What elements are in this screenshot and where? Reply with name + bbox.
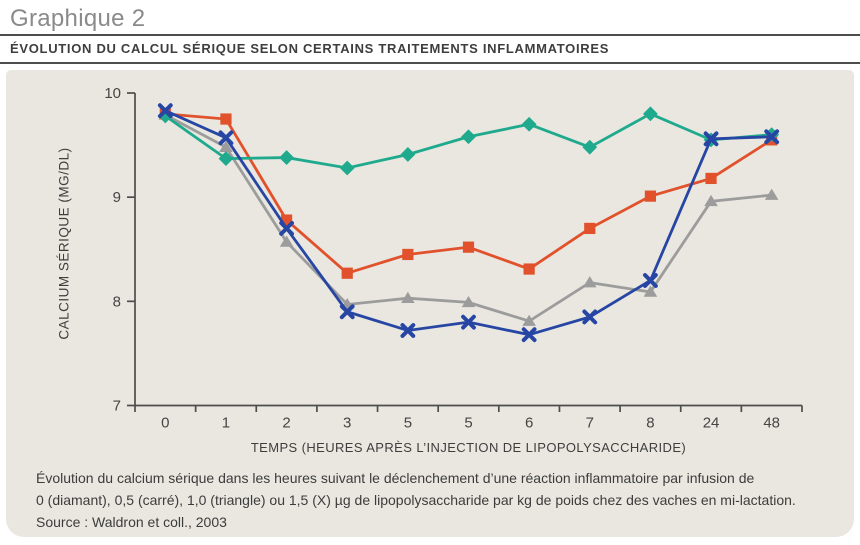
line-chart: 10 9 8 7 0 1 2 3 5 5 6 7 8 24 48 xyxy=(104,85,803,432)
marker-triangle xyxy=(219,140,233,152)
figure-number: Graphique 2 xyxy=(10,5,146,32)
caption-line-2: 0 (diamant), 0,5 (carré), 1,0 (triangle)… xyxy=(36,492,796,508)
caption-source: Source : Waldron et coll., 2003 xyxy=(36,514,227,530)
marker-square xyxy=(705,172,717,185)
marker-diamond xyxy=(339,160,355,176)
marker-diamond xyxy=(400,147,416,162)
marker-square xyxy=(584,222,596,235)
x-axis-title: TEMPS (HEURES APRÈS L’INJECTION DE LIPOP… xyxy=(250,440,687,455)
divider-under-figure-number xyxy=(0,34,860,36)
figure-title: ÉVOLUTION DU CALCUL SÉRIQUE SELON CERTAI… xyxy=(10,41,610,56)
x-tick-label: 1 xyxy=(222,415,230,432)
marker-x xyxy=(279,221,294,236)
marker-x xyxy=(400,323,416,338)
marker-x xyxy=(582,309,598,325)
marker-triangle xyxy=(401,291,415,304)
x-tick-label: 8 xyxy=(646,415,654,432)
x-tick-label: 0 xyxy=(161,415,169,432)
divider-under-figure-title xyxy=(0,62,860,64)
x-tick-label: 3 xyxy=(343,415,351,432)
marker-x xyxy=(218,130,234,146)
marker-x xyxy=(643,273,658,288)
marker-square xyxy=(280,214,293,226)
y-tick-label: 10 xyxy=(104,85,121,102)
y-tick-label: 8 xyxy=(113,293,121,310)
marker-square xyxy=(523,263,535,275)
y-tick-label: 9 xyxy=(113,189,121,206)
marker-triangle xyxy=(522,314,536,326)
marker-diamond xyxy=(643,106,658,122)
marker-x xyxy=(764,129,780,145)
marker-triangle xyxy=(461,295,476,308)
y-tick-label: 7 xyxy=(113,398,121,415)
x-tick-label: 5 xyxy=(464,415,472,432)
marker-diamond xyxy=(582,139,598,155)
marker-triangle xyxy=(582,276,597,288)
marker-triangle xyxy=(704,194,718,207)
caption-line-1: Évolution du calcium sérique dans les he… xyxy=(36,470,755,486)
marker-x xyxy=(339,304,355,320)
x-tick-label: 2 xyxy=(282,415,290,432)
marker-diamond xyxy=(279,150,294,165)
marker-square xyxy=(402,248,414,261)
marker-diamond xyxy=(461,129,476,145)
marker-diamond xyxy=(218,151,234,167)
marker-square xyxy=(341,267,353,279)
marker-triangle xyxy=(764,188,779,200)
x-tick-label: 6 xyxy=(525,415,533,432)
x-tick-label: 5 xyxy=(404,415,412,432)
marker-triangle xyxy=(643,285,658,297)
marker-square xyxy=(220,113,232,125)
series-line-triangle xyxy=(164,113,772,323)
marker-x xyxy=(461,314,476,330)
marker-square xyxy=(644,190,657,202)
marker-x xyxy=(157,103,173,119)
x-tick-label: 7 xyxy=(586,415,594,432)
marker-x xyxy=(703,131,719,147)
marker-triangle xyxy=(279,235,294,247)
marker-diamond xyxy=(521,116,537,132)
chart-panel: CALCIUM SÉRIQUE (MG/DL) 10 9 8 7 0 1 2 3 5 5 6 7 8 24… xyxy=(6,70,854,537)
x-tick-label: 48 xyxy=(763,415,780,432)
x-tick-label: 24 xyxy=(703,415,720,432)
figure-caption: Évolution du calcium sérique dans les he… xyxy=(36,467,836,533)
marker-square xyxy=(462,241,475,253)
marker-x xyxy=(521,327,537,343)
